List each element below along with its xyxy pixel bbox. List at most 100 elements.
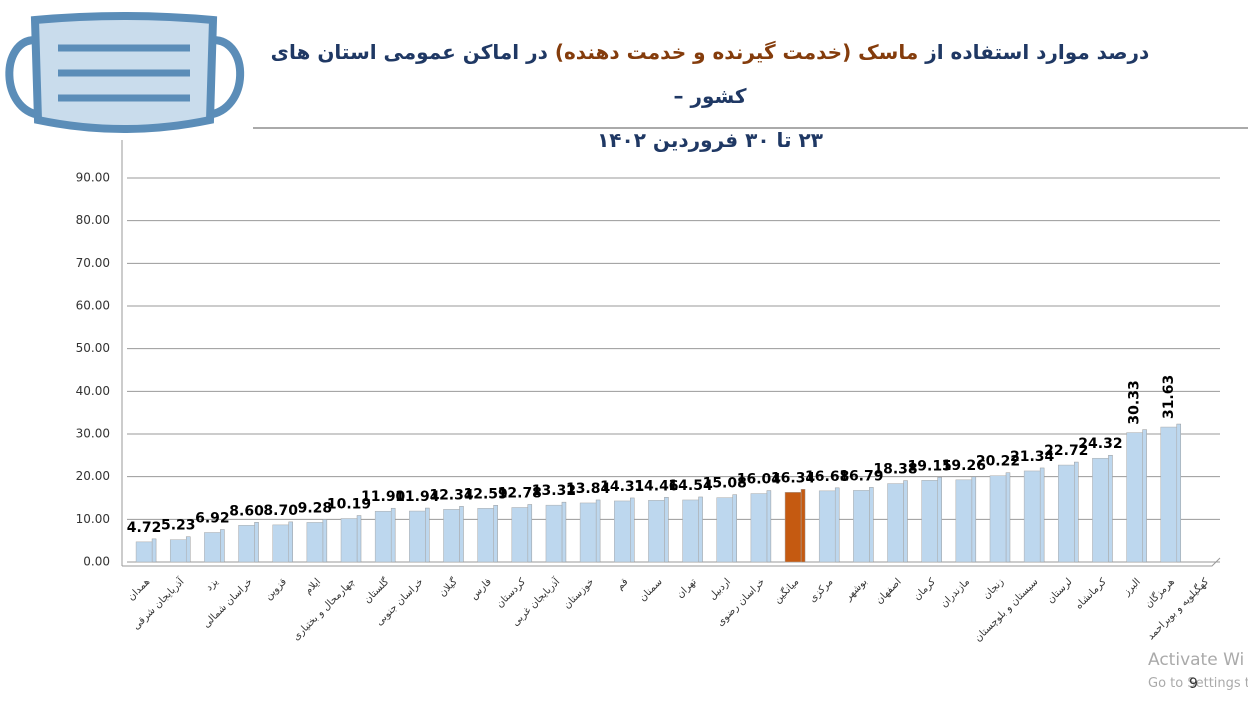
value-label: 19.26: [942, 458, 986, 474]
value-label: 18.38: [873, 462, 917, 478]
x-tick-label: سمنان: [637, 576, 664, 603]
y-tick-label: 0.00: [83, 555, 110, 569]
page-number: 9: [1189, 676, 1198, 692]
bar: [784, 492, 802, 563]
bar: [887, 483, 904, 563]
bar: [169, 539, 187, 563]
value-label: 19.15: [908, 458, 952, 474]
bar-side: [800, 489, 806, 563]
y-tick-label: 20.00: [76, 469, 110, 483]
value-label: 8.60: [229, 503, 264, 519]
bar-side: [1005, 472, 1011, 563]
x-tick-label: سیستان و بلوچستان: [973, 576, 1041, 644]
x-tick-label: مازندران: [939, 576, 972, 609]
title-part: در اماکن عمومی استان های کشور –: [270, 40, 747, 108]
bar-side: [937, 477, 942, 563]
bar-side: [732, 494, 737, 563]
bar-side: [869, 487, 874, 563]
bar: [511, 507, 529, 563]
y-tick-label: 30.00: [76, 427, 110, 441]
x-tick-label: ایلام: [303, 576, 323, 596]
y-tick-label: 60.00: [76, 299, 110, 313]
x-tick-label: یزد: [204, 576, 221, 593]
x-tick-label: زنجان: [981, 576, 1006, 601]
bar-side: [766, 490, 772, 563]
value-label: 6.92: [195, 510, 230, 526]
bar-side: [834, 487, 840, 563]
value-label: 30.33: [1127, 380, 1143, 424]
x-tick-label: کردستان: [494, 576, 528, 610]
bar: [614, 500, 631, 563]
title-part: ماسک (خدمت گیرنده و خدمت دهنده): [554, 40, 919, 64]
x-tick-label: گلستان: [361, 576, 391, 606]
bar-side: [425, 507, 430, 563]
bar: [648, 500, 665, 563]
x-tick-label: اردبیل: [707, 576, 733, 602]
mask-icon: [5, 12, 245, 133]
value-label: 9.28: [298, 500, 333, 516]
value-label: 4.72: [127, 520, 162, 536]
bar-side: [527, 504, 533, 563]
x-tick-label: کرمان: [912, 576, 938, 602]
value-label: 24.32: [1078, 436, 1122, 452]
value-label: 11.90: [361, 489, 406, 505]
value-label: 31.63: [1161, 375, 1177, 419]
value-label: 21.34: [1010, 449, 1055, 465]
bar: [1092, 457, 1109, 563]
bar: [238, 525, 255, 563]
y-tick-label: 40.00: [76, 384, 110, 398]
bar: [818, 490, 836, 563]
value-label: 16.04: [737, 472, 782, 488]
x-tick-label: همدان: [126, 576, 152, 602]
x-tick-label: لرستان: [1045, 576, 1074, 605]
bar: [1126, 432, 1143, 563]
x-tick-label: کرمانشاه: [1074, 576, 1109, 611]
bar-side: [1039, 467, 1045, 563]
title-line1: درصد موارد استفاده از ماسک (خدمت گیرنده …: [260, 30, 1160, 118]
bar-side: [1142, 429, 1147, 563]
bar-side: [151, 538, 157, 563]
bar: [921, 480, 938, 563]
x-tick-label: مرکزی: [807, 576, 835, 604]
x-tick-label: کهگیلویه و بویراحمد: [1145, 576, 1212, 643]
x-tick-label: اصفهان: [874, 576, 904, 606]
bar-side: [698, 496, 703, 563]
x-tick-label: میانگین: [771, 576, 801, 606]
x-tick-label: البرز: [1121, 576, 1143, 598]
bar: [579, 502, 597, 563]
bar: [443, 509, 460, 563]
bar-side: [1176, 423, 1182, 563]
bar-side: [595, 499, 601, 563]
watermark: Activate Wi: [1148, 650, 1245, 670]
bar-side: [459, 506, 464, 563]
bar-side: [1108, 454, 1113, 563]
value-label: 20.22: [976, 454, 1020, 470]
bar-side: [322, 519, 328, 563]
bar-side: [185, 536, 191, 563]
bar: [545, 504, 563, 563]
bar: [750, 493, 768, 563]
title: درصد موارد استفاده از ماسک (خدمت گیرنده …: [260, 30, 1160, 162]
bar-side: [664, 497, 669, 563]
value-label: 13.84: [566, 481, 611, 497]
y-tick-label: 80.00: [76, 213, 110, 227]
bar: [477, 508, 494, 563]
bar: [135, 541, 153, 563]
y-tick-label: 50.00: [76, 341, 110, 355]
bar-side: [1074, 461, 1079, 563]
bar: [374, 510, 392, 563]
value-label: 14.54: [668, 478, 713, 494]
title-part: درصد موارد استفاده از: [925, 40, 1150, 64]
value-label: 22.72: [1044, 443, 1088, 459]
value-label: 14.46: [634, 478, 678, 494]
mask-loop: [5, 36, 41, 119]
bar: [853, 490, 870, 563]
bar: [272, 524, 289, 563]
bar: [682, 499, 699, 563]
value-label: 12.78: [498, 485, 542, 501]
bar-side: [630, 497, 635, 563]
value-label: 13.32: [532, 483, 576, 499]
bar: [409, 510, 426, 563]
